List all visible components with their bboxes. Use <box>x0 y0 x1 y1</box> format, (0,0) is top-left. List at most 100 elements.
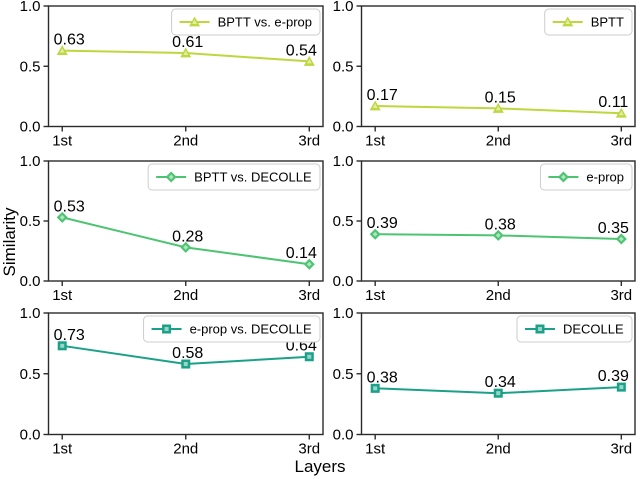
data-point-marker-inner <box>60 343 65 348</box>
y-tick-label: 0.5 <box>333 366 354 383</box>
x-tick-label: 3rd <box>298 133 320 150</box>
value-label: 0.39 <box>598 368 629 385</box>
legend: BPTT vs. DECOLLE <box>147 163 321 191</box>
legend-box <box>544 8 633 36</box>
data-point-marker-inner <box>495 232 501 238</box>
x-axis-label: Layers <box>294 457 346 476</box>
legend-box <box>143 315 321 343</box>
legend: BPTT vs. e-prop <box>171 8 321 36</box>
legend-label: e-prop <box>586 170 624 185</box>
data-point-marker-inner <box>373 386 378 391</box>
data-point-marker-inner <box>496 391 501 396</box>
y-tick-label: 0.5 <box>20 213 41 230</box>
data-point-marker-inner <box>183 362 188 367</box>
y-tick-label: 0.5 <box>333 213 354 230</box>
y-tick-label: 1.0 <box>333 305 354 322</box>
legend-label: e-prop vs. DECOLLE <box>190 322 312 337</box>
y-tick-label: 0.5 <box>20 58 41 75</box>
value-label: 0.11 <box>598 94 628 111</box>
x-tick-label: 3rd <box>298 441 320 458</box>
y-tick-label: 0.5 <box>333 58 354 75</box>
legend-sample-marker-inner <box>560 174 566 180</box>
value-label: 0.28 <box>172 228 203 245</box>
value-label: 0.53 <box>54 198 85 215</box>
legend: BPTT <box>544 8 633 36</box>
value-label: 0.61 <box>172 34 203 51</box>
subplot-bptt: 0.0 0.5 1.0 1st 2nd 3rd 0.17 0.15 0.11 BPTT <box>333 0 636 150</box>
y-tick-label: 0.0 <box>20 119 41 136</box>
subplot-eprop: 0.0 0.5 1.0 1st 2nd 3rd 0.39 0.38 0.35 e-prop <box>333 153 636 304</box>
data-point-marker-inner <box>618 236 624 242</box>
legend-box <box>539 163 633 191</box>
x-tick-label: 2nd <box>486 133 511 150</box>
y-tick-label: 1.0 <box>20 0 41 15</box>
x-tick-label: 1st <box>365 287 386 304</box>
legend-box <box>147 163 321 191</box>
data-point-marker-inner <box>306 261 312 267</box>
data-point-marker-inner <box>372 103 378 108</box>
value-label: 0.17 <box>367 87 398 104</box>
x-tick-label: 1st <box>365 441 386 458</box>
data-point-marker-inner <box>183 244 189 250</box>
legend-label: DECOLLE <box>563 322 624 337</box>
y-axis-label: Similarity <box>0 207 19 277</box>
x-tick-label: 1st <box>52 441 73 458</box>
x-tick-label: 2nd <box>486 441 511 458</box>
y-tick-label: 0.0 <box>333 119 354 136</box>
subplot-bptt-vs-eprop: 0.0 0.5 1.0 1st 2nd 3rd 0.63 0.61 0.54 BPTT vs. e… <box>20 0 324 150</box>
value-label: 0.54 <box>286 42 317 59</box>
value-label: 0.58 <box>172 345 203 362</box>
value-label: 0.38 <box>485 216 516 233</box>
y-tick-label: 1.0 <box>333 153 354 170</box>
legend-sample-marker-inner <box>537 326 543 332</box>
value-label: 0.14 <box>286 245 317 262</box>
data-point-marker-inner <box>59 214 65 220</box>
x-tick-label: 2nd <box>173 287 198 304</box>
legend-sample-marker-inner <box>192 19 198 24</box>
y-tick-label: 0.0 <box>20 427 41 444</box>
value-label: 0.63 <box>54 32 85 49</box>
legend-label: BPTT <box>591 15 624 30</box>
legend: DECOLLE <box>516 315 633 343</box>
legend-sample-marker-inner <box>164 326 169 332</box>
data-point-marker-inner <box>183 50 189 55</box>
data-point-marker-inner <box>619 385 624 390</box>
x-tick-label: 3rd <box>610 287 632 304</box>
x-tick-label: 3rd <box>610 133 632 150</box>
x-tick-label: 1st <box>365 133 386 150</box>
subplot-decolle: 0.0 0.5 1.0 1st 2nd 3rd 0.38 0.34 0.39 DECOLLE <box>333 305 636 458</box>
legend-label: BPTT vs. DECOLLE <box>194 170 312 185</box>
y-tick-label: 0.5 <box>20 366 41 383</box>
data-point-marker-inner <box>306 58 312 64</box>
value-label: 0.38 <box>367 369 398 386</box>
x-tick-label: 1st <box>52 287 73 304</box>
data-point-marker-inner <box>59 48 65 53</box>
y-tick-label: 1.0 <box>20 305 41 322</box>
value-label: 0.34 <box>485 374 516 391</box>
value-label: 0.73 <box>54 327 85 344</box>
subplot-bptt-vs-decolle: 0.0 0.5 1.0 1st 2nd 3rd 0.53 0.28 0.14 BPTT vs. D… <box>20 153 324 304</box>
legend-sample-marker-inner <box>565 19 571 24</box>
data-point-marker-inner <box>307 354 312 359</box>
data-point-marker-inner <box>495 105 501 111</box>
x-tick-label: 2nd <box>173 441 198 458</box>
legend: e-prop <box>539 163 633 191</box>
legend-sample-marker-inner <box>168 174 174 180</box>
legend: e-prop vs. DECOLLE <box>143 315 321 343</box>
x-tick-label: 2nd <box>173 133 198 150</box>
data-point-marker-inner <box>618 110 624 116</box>
x-tick-label: 3rd <box>298 287 320 304</box>
y-tick-label: 0.0 <box>333 427 354 444</box>
y-tick-label: 0.0 <box>333 273 354 290</box>
legend-label: BPTT vs. e-prop <box>218 15 312 30</box>
legend-box <box>171 8 321 36</box>
value-label: 0.35 <box>598 220 629 237</box>
x-tick-label: 2nd <box>486 287 511 304</box>
data-point-marker-inner <box>372 231 378 237</box>
value-label: 0.15 <box>485 89 516 106</box>
legend-box <box>516 315 633 343</box>
y-tick-label: 0.0 <box>20 273 41 290</box>
x-tick-label: 1st <box>52 133 73 150</box>
